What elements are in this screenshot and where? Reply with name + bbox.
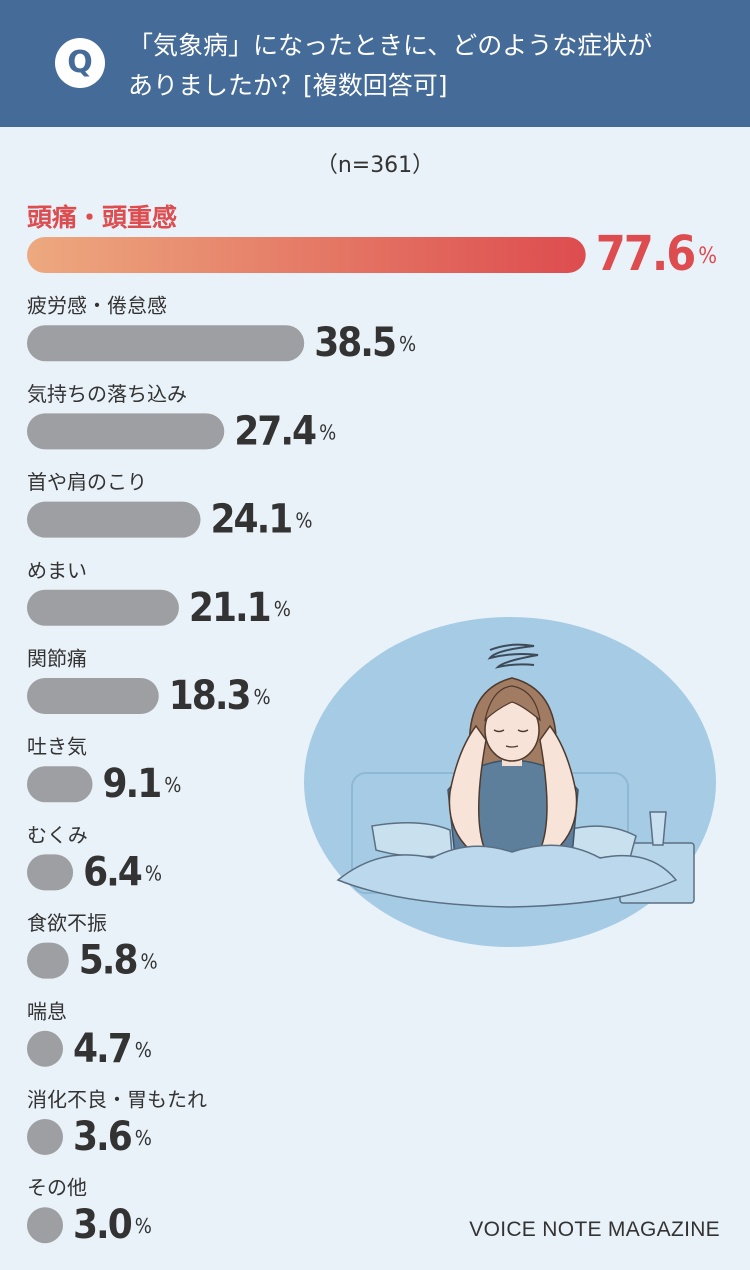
category-label: 消化不良・胃もたれ <box>27 1088 207 1112</box>
value-label: 18.3% <box>169 673 271 719</box>
value-label: 5.8% <box>79 938 158 984</box>
bar <box>27 325 305 362</box>
question-line-1: 「気象病」になったときに、どのような症状が <box>128 31 653 60</box>
question-line-2: ありましたか？[複数回答可] <box>128 71 448 100</box>
sample-size: （n=361） <box>315 153 435 178</box>
bar <box>27 942 69 979</box>
bar <box>27 501 201 538</box>
category-label: その他 <box>27 1176 87 1200</box>
bar <box>27 237 586 273</box>
bar <box>27 1030 63 1067</box>
bar <box>27 766 93 803</box>
value-label: 3.6% <box>73 1114 152 1160</box>
category-label: 疲労感・倦怠感 <box>27 294 167 318</box>
category-label: 食欲不振 <box>27 911 107 935</box>
value-label: 21.1% <box>189 585 291 631</box>
bar <box>27 678 159 714</box>
category-label: 喘息 <box>27 999 67 1023</box>
bar <box>27 1119 63 1155</box>
category-label: 頭痛・頭重感 <box>27 203 177 232</box>
question-text: 「気象病」になったときに、どのような症状が ありましたか？[複数回答可] <box>128 26 728 106</box>
question-badge: Q <box>55 38 105 88</box>
value-label: 4.7% <box>73 1026 152 1072</box>
bar <box>27 854 74 891</box>
value-label: 27.4% <box>234 408 336 454</box>
value-label: 38.5% <box>314 320 416 366</box>
value-label: 9.1% <box>103 761 182 807</box>
bar <box>27 1207 63 1244</box>
value-label: 3.0% <box>73 1202 152 1248</box>
category-label: 関節痛 <box>27 647 87 671</box>
value-label: 6.4% <box>83 849 162 895</box>
category-label: 吐き気 <box>27 735 87 759</box>
category-label: 気持ちの落ち込み <box>27 382 187 406</box>
category-label: むくみ <box>27 823 88 847</box>
headache-illustration <box>304 617 716 947</box>
category-label: 首や肩のこり <box>27 470 147 494</box>
bar <box>27 413 225 450</box>
category-label: めまい <box>27 558 87 582</box>
bar <box>27 589 179 626</box>
question-header: Q 「気象病」になったときに、どのような症状が ありましたか？[複数回答可] <box>0 0 750 127</box>
credit-text: VOICE NOTE MAGAZINE <box>469 1218 720 1241</box>
bars: 頭痛・頭重感 77.6 % 疲労感・倦怠感 38.5 % 気持ちの落ち込み 27.4 % 首や肩の… <box>27 203 717 1248</box>
value-label: 24.1% <box>211 497 313 543</box>
value-label: 77.6% <box>596 226 717 282</box>
